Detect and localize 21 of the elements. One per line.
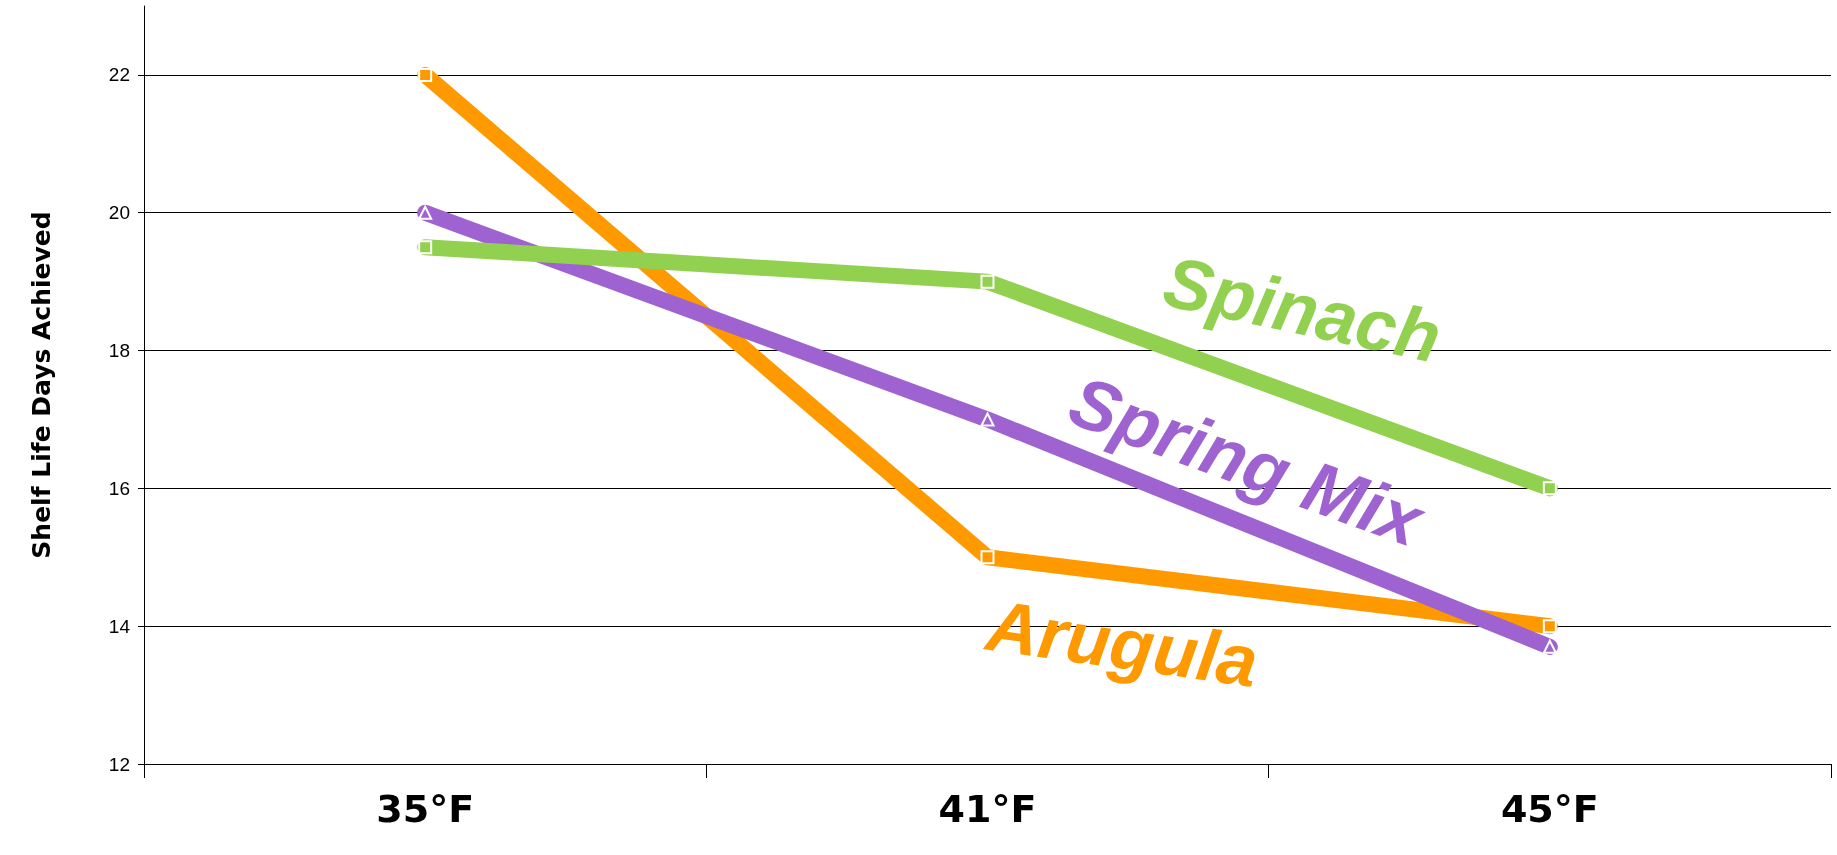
y-tick-label: 20 — [108, 202, 130, 224]
y-tick-label: 18 — [108, 340, 130, 362]
point — [980, 550, 995, 565]
text: Arugula — [980, 584, 1263, 702]
point — [1542, 619, 1557, 634]
point — [1542, 481, 1557, 496]
y-tick-label: 16 — [108, 477, 130, 499]
y-tick-label: 14 — [108, 615, 131, 637]
y-axis-title: Shelf Life Days Achieved — [27, 211, 56, 559]
y-tick-label: 12 — [108, 753, 130, 775]
point — [418, 67, 433, 82]
point — [418, 205, 433, 220]
x-tick-label: 41°F — [938, 787, 1037, 831]
x-tick-label: 45°F — [1500, 787, 1599, 831]
point — [980, 274, 995, 289]
x-tick-label: 35°F — [376, 787, 475, 831]
y-tick-label: 22 — [108, 64, 130, 86]
point — [418, 240, 433, 255]
point — [1542, 639, 1557, 654]
text: Spinach — [1157, 240, 1448, 378]
point — [980, 412, 995, 427]
